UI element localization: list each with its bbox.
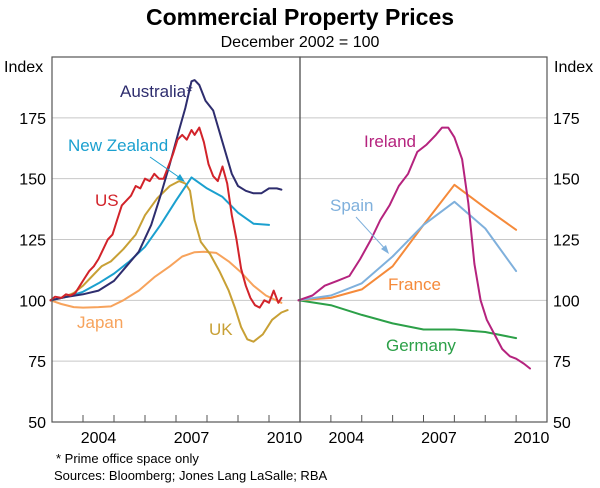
axis-ticks xyxy=(82,415,517,422)
x-tick-label: 2007 xyxy=(174,430,210,447)
label-france: France xyxy=(388,275,441,294)
label-ireland: Ireland xyxy=(364,132,416,151)
label-germany: Germany xyxy=(386,336,456,355)
series-line-france xyxy=(297,183,518,302)
series-line-ireland xyxy=(297,126,531,370)
y-tick-label-right: 150 xyxy=(553,172,580,189)
right-panel-frame xyxy=(299,56,548,423)
label-spain: Spain xyxy=(330,196,373,215)
x-tick-label: 2004 xyxy=(81,430,117,447)
y-tick-label-right: 100 xyxy=(553,293,580,310)
y-axis-label-left: Index xyxy=(4,59,43,76)
series-lines xyxy=(49,79,531,370)
y-tick-label-left: 150 xyxy=(19,172,46,189)
series-line-germany xyxy=(297,299,518,340)
chart-title: Commercial Property Prices xyxy=(146,4,454,30)
x-tick-label: 2004 xyxy=(329,430,365,447)
series-line-japan xyxy=(49,250,283,309)
label-japan: Japan xyxy=(77,313,123,332)
y-tick-label-right: 50 xyxy=(553,415,571,432)
footnote-asterisk: * Prime office space only xyxy=(56,451,199,466)
label-us: US xyxy=(95,191,119,210)
spain-arrow xyxy=(355,216,388,252)
y-axis-label-right: Index xyxy=(554,59,593,76)
x-tick-label: 2007 xyxy=(421,430,457,447)
series-line-australia xyxy=(49,79,283,302)
x-tick-labels: 2004 2007 2010 2004 2007 2010 xyxy=(81,430,550,447)
y-tick-label-right: 125 xyxy=(553,233,580,250)
y-tick-label-left: 125 xyxy=(19,233,46,250)
y-tick-label-left: 175 xyxy=(19,111,46,128)
series-line-us xyxy=(49,126,283,309)
y-tick-label-right: 75 xyxy=(553,354,571,371)
y-tick-label-left: 100 xyxy=(19,293,46,310)
y-tick-label-left: 50 xyxy=(28,415,46,432)
footnote-sources: Sources: Bloomberg; Jones Lang LaSalle; … xyxy=(54,468,327,483)
label-new-zealand: New Zealand xyxy=(68,136,168,155)
y-tick-label-left: 75 xyxy=(28,354,46,371)
series-line-spain xyxy=(297,200,518,302)
chart-subtitle: December 2002 = 100 xyxy=(221,34,380,51)
y-tick-labels: 50 50 75 75 100 100 125 125 150 150 175 175 xyxy=(19,111,580,432)
y-tick-label-right: 175 xyxy=(553,111,580,128)
new-zealand-arrow xyxy=(149,156,184,181)
series-line-uk xyxy=(49,180,289,343)
x-tick-label: 2010 xyxy=(267,430,303,447)
label-uk: UK xyxy=(209,320,233,339)
spain-arrowhead-icon xyxy=(381,245,389,254)
new-zealand-arrowhead-icon xyxy=(176,174,185,182)
label-australia: Australia* xyxy=(120,82,193,101)
x-tick-label: 2010 xyxy=(514,430,550,447)
series-line-new-zealand xyxy=(49,176,270,302)
